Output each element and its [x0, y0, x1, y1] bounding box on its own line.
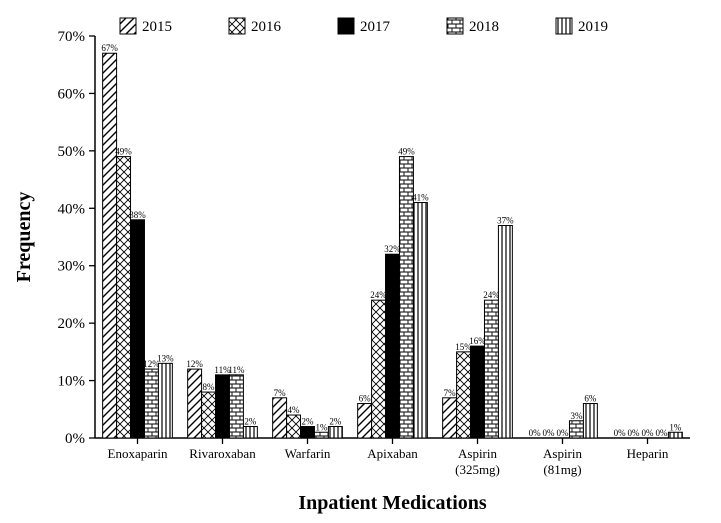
legend-label: 2017 [360, 19, 391, 35]
bar-value-label: 24% [370, 290, 387, 300]
bar-value-label: 6% [359, 394, 372, 404]
bar-value-label: 16% [469, 336, 486, 346]
y-tick-label: 20% [58, 316, 86, 332]
bar [216, 375, 230, 438]
bar-value-label: 3% [570, 411, 583, 421]
x-tick-label: Aspirin [458, 446, 498, 461]
bar [484, 300, 498, 438]
bar-value-label: 0% [614, 428, 627, 438]
bar-value-label: 6% [584, 394, 597, 404]
legend-label: 2019 [578, 19, 608, 35]
x-tick-label: Apixaban [367, 446, 418, 461]
y-tick-label: 30% [58, 259, 86, 275]
bar [443, 398, 457, 438]
bar [301, 427, 315, 438]
bar [583, 404, 597, 438]
bar [328, 427, 342, 438]
bar-value-label: 37% [497, 216, 514, 226]
bar [188, 369, 202, 438]
bar [569, 421, 583, 438]
legend-label: 2018 [469, 19, 499, 35]
y-tick-label: 60% [58, 86, 86, 102]
bar-value-label: 4% [288, 405, 301, 415]
x-axis-label: Inpatient Medications [298, 492, 487, 514]
bar-value-label: 0% [529, 428, 542, 438]
y-axis-label: Frequency [13, 192, 35, 283]
bar-value-label: 1% [315, 422, 328, 432]
y-tick-label: 0% [65, 431, 85, 447]
bar [117, 157, 131, 438]
bar [287, 415, 301, 438]
bar [229, 375, 243, 438]
bar-value-label: 41% [412, 193, 429, 203]
bar-value-label: 11% [228, 365, 245, 375]
legend-swatch [556, 18, 572, 34]
y-tick-label: 70% [58, 29, 86, 45]
legend-swatch [229, 18, 245, 34]
bar-value-label: 2% [329, 417, 342, 427]
x-tick-label: Warfarin [285, 446, 331, 461]
x-tick-label-line2: (325mg) [455, 462, 500, 477]
x-tick-label: Enoxaparin [108, 446, 168, 461]
bar [498, 226, 512, 438]
bar [243, 427, 257, 438]
bar-value-label: 49% [398, 147, 415, 157]
bar-value-label: 49% [115, 147, 132, 157]
legend-label: 2016 [251, 19, 282, 35]
bar [131, 220, 145, 438]
bar [202, 392, 216, 438]
legend-swatch [338, 18, 354, 34]
x-tick-label: Rivaroxaban [189, 446, 256, 461]
bar [358, 404, 372, 438]
bar [668, 432, 682, 438]
bar [372, 300, 386, 438]
x-tick-label: Heparin [627, 446, 669, 461]
bar [273, 398, 287, 438]
bar-chart: 0% 10% 20% 30% 40% 50% 60% 70% Frequency Inpatien… [0, 0, 721, 523]
bar-value-label: 0% [655, 428, 668, 438]
bar-value-label: 38% [129, 210, 146, 220]
bar-value-label: 67% [101, 43, 118, 53]
bar [314, 432, 328, 438]
legend-swatch [120, 18, 136, 34]
bar-value-label: 8% [203, 382, 216, 392]
bar [413, 203, 427, 438]
bar-value-label: 1% [669, 422, 682, 432]
bar [386, 254, 400, 438]
bar-value-label: 0% [628, 428, 641, 438]
bar [158, 363, 172, 438]
bar-value-label: 7% [274, 388, 287, 398]
x-tick-label: Aspirin [543, 446, 583, 461]
bar [471, 346, 485, 438]
bar-value-label: 0% [642, 428, 655, 438]
y-tick-label: 40% [58, 201, 86, 217]
bar-value-label: 24% [483, 290, 500, 300]
bar-value-label: 0% [557, 428, 570, 438]
y-tick-label: 50% [58, 144, 86, 160]
bar [144, 369, 158, 438]
legend-label: 2015 [142, 19, 172, 35]
bar-value-label: 12% [186, 359, 203, 369]
bar-value-label: 7% [444, 388, 457, 398]
bar [457, 352, 471, 438]
bar-value-label: 2% [302, 417, 315, 427]
legend-swatch [447, 18, 463, 34]
bar-value-label: 2% [244, 417, 257, 427]
bar-value-label: 13% [157, 353, 174, 363]
bar-value-label: 32% [384, 244, 401, 254]
chart-container: 0% 10% 20% 30% 40% 50% 60% 70% Frequency Inpatien… [0, 0, 721, 523]
y-tick-label: 10% [58, 374, 86, 390]
bar-value-label: 0% [543, 428, 556, 438]
bar [103, 53, 117, 438]
x-tick-label-line2: (81mg) [543, 462, 581, 477]
